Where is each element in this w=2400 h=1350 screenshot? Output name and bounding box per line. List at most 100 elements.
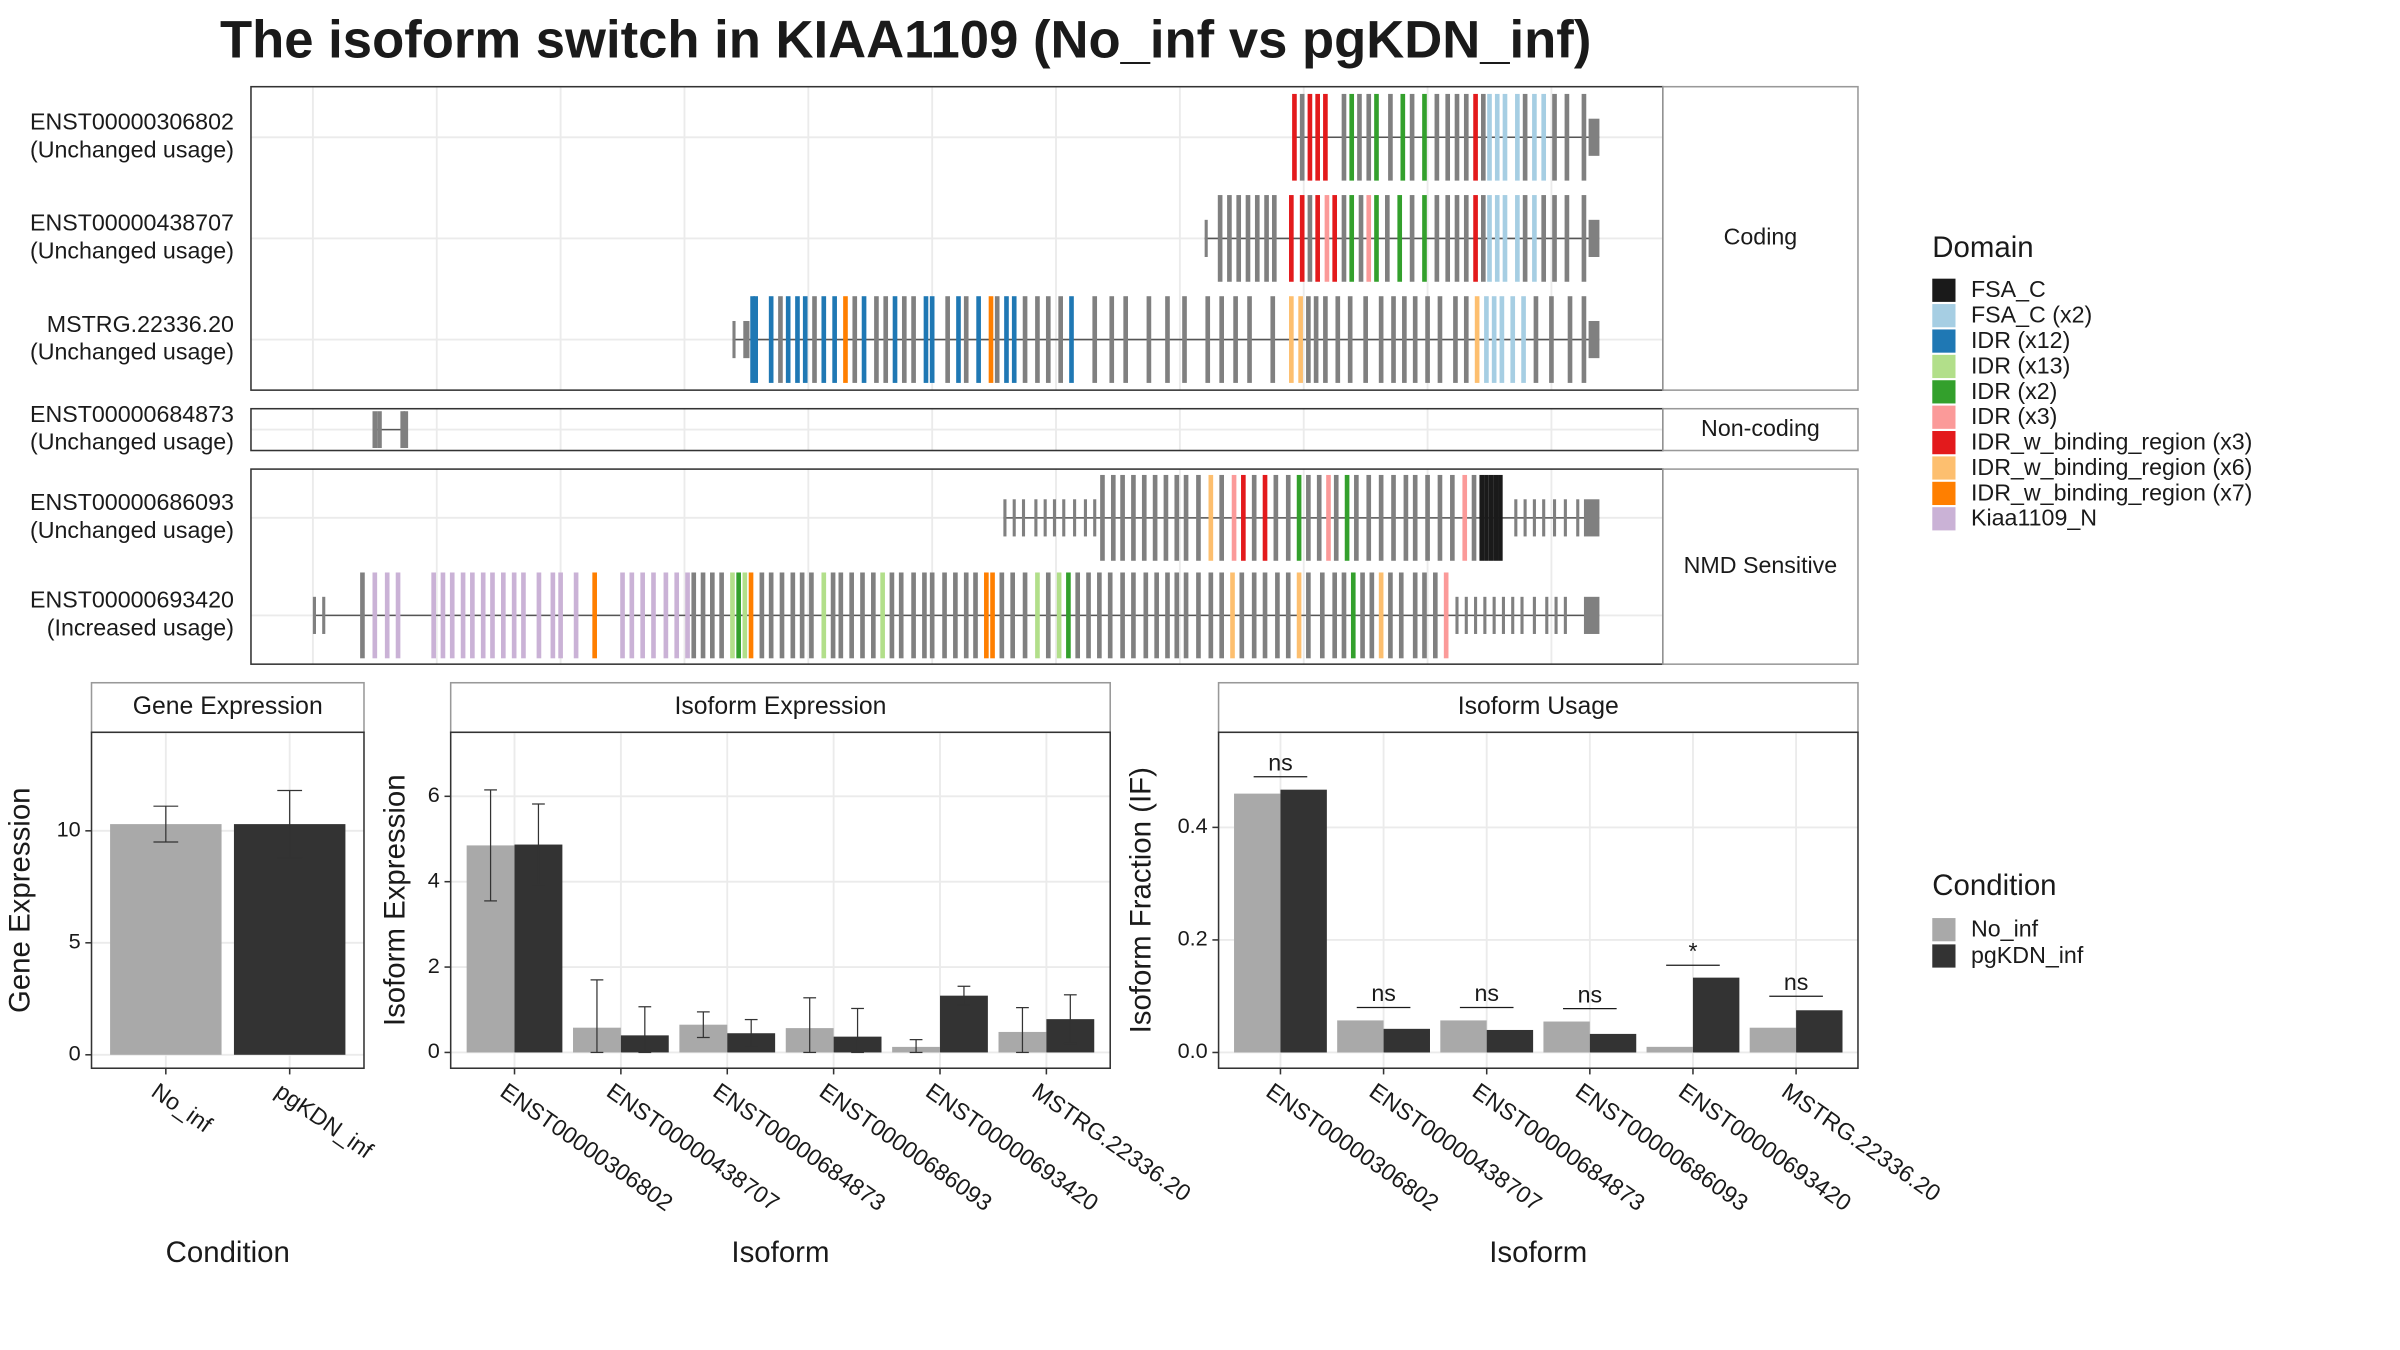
exon (1437, 474, 1443, 561)
utr (1012, 499, 1016, 537)
exon (372, 411, 378, 449)
legend-label: pgKDN_inf (1971, 942, 2084, 968)
exon (1344, 474, 1350, 561)
exon (768, 572, 774, 659)
exon (1541, 195, 1547, 282)
exon (1264, 195, 1269, 282)
exon (911, 296, 916, 383)
utr (1003, 499, 1007, 537)
exon (742, 572, 748, 659)
exon (892, 296, 898, 383)
utr (1532, 499, 1536, 537)
exon (1307, 195, 1313, 282)
bar (233, 824, 346, 1055)
exon (889, 572, 895, 659)
exon (1374, 195, 1379, 282)
exon (1388, 572, 1393, 659)
exon (1502, 93, 1508, 181)
panel-border (449, 731, 1111, 1070)
exon (1409, 195, 1415, 282)
exon (1581, 195, 1587, 282)
exon (1285, 474, 1291, 561)
exon (1100, 474, 1105, 561)
utr (1588, 320, 1600, 359)
exon (1174, 572, 1180, 659)
exon (1341, 572, 1347, 659)
transcript-usage: (Increased usage) (47, 614, 234, 640)
exon (1123, 296, 1129, 383)
exon (1066, 572, 1071, 659)
exon (1378, 572, 1384, 659)
exon (1058, 296, 1063, 383)
exon (999, 572, 1005, 659)
transcript-name: MSTRG.22336.20 (47, 311, 234, 337)
y-tick-label: 0 (69, 1041, 81, 1066)
exon (1208, 474, 1214, 561)
exon (1056, 572, 1062, 659)
exon (750, 296, 755, 383)
exon (1425, 296, 1430, 383)
utr (1520, 596, 1524, 634)
utr (1083, 499, 1087, 537)
exon (1045, 572, 1051, 659)
utr (1583, 596, 1600, 634)
utr (732, 320, 736, 359)
exon (558, 572, 563, 659)
exon (1069, 296, 1074, 383)
utr (1514, 499, 1518, 537)
exon (1208, 572, 1214, 659)
exon (1319, 572, 1325, 659)
exon (963, 572, 969, 659)
y-axis-title: Isoform Fraction (IF) (1124, 767, 1157, 1033)
exon (1532, 195, 1537, 282)
exon (1022, 296, 1028, 383)
exon (799, 572, 805, 659)
exon (1358, 195, 1364, 282)
exon (691, 572, 697, 659)
legend-label: FSA_C (1971, 276, 2046, 302)
x-axis-title: Isoform (1489, 1236, 1587, 1269)
exon (1120, 474, 1125, 561)
panel-border (1217, 731, 1859, 1070)
exon (400, 411, 406, 449)
exon (830, 572, 836, 659)
exon (1131, 474, 1136, 561)
exon (1097, 572, 1102, 659)
exon (501, 572, 506, 659)
exon (838, 572, 844, 659)
exon (1366, 195, 1372, 282)
exon (821, 572, 827, 659)
transcript-name: ENST00000684873 (30, 401, 234, 427)
exon (1262, 474, 1268, 561)
exon (1437, 296, 1443, 383)
legend-label: FSA_C (x2) (1971, 302, 2092, 328)
y-axis-title: Isoform Expression (378, 774, 411, 1026)
exon (1422, 93, 1427, 181)
exon (1494, 93, 1500, 181)
exon (1360, 572, 1365, 659)
legend-swatch (1932, 405, 1956, 429)
exon (1165, 572, 1170, 659)
exon (748, 572, 754, 659)
significance-label: ns (1784, 969, 1809, 995)
exon (449, 572, 455, 659)
transcript-usage: (Unchanged usage) (30, 136, 234, 162)
exon (1510, 296, 1516, 383)
exon (883, 296, 889, 383)
strip (449, 681, 1111, 734)
legend-label: IDR (x13) (1971, 352, 2070, 378)
exon (812, 296, 817, 383)
exon (953, 572, 958, 659)
y-tick-label: 4 (428, 867, 440, 892)
exon (1366, 93, 1372, 181)
exon (1487, 195, 1492, 282)
exon (1549, 296, 1554, 383)
exon (1313, 296, 1319, 383)
exon (802, 296, 808, 383)
exon (1227, 195, 1232, 282)
exon (1363, 296, 1368, 383)
transcript-name: ENST00000306802 (30, 108, 234, 134)
exon (1316, 474, 1322, 561)
